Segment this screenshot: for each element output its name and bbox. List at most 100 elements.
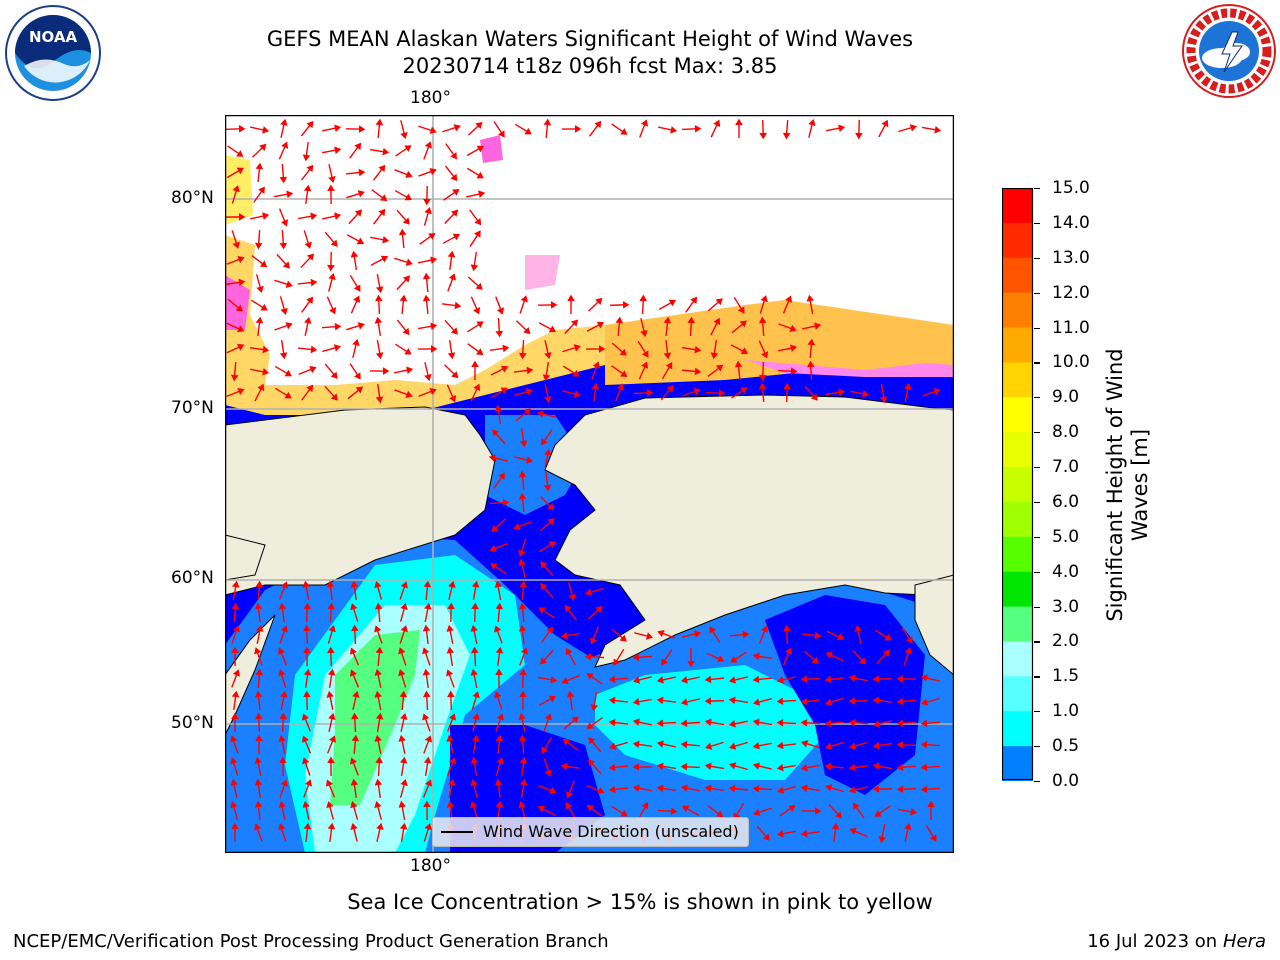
wind-wave-arrowhead (309, 365, 317, 374)
wind-wave-arrowhead (608, 696, 616, 705)
colorbar-swatch (1002, 606, 1033, 642)
wind-wave-arrowhead (547, 518, 555, 526)
wind-wave-arrowhead (608, 763, 616, 772)
land-chukotka-tip (225, 534, 266, 581)
wind-wave-arrowhead (238, 125, 246, 133)
wind-wave-arrowhead (544, 713, 552, 721)
wind-wave-arrowhead (656, 719, 664, 728)
wind-wave-arrowhead (730, 655, 738, 663)
wind-wave-arrowhead (811, 656, 819, 664)
wind-wave-arrowhead (548, 541, 556, 549)
wind-wave-arrowhead (513, 522, 521, 530)
wind-wave-arrowhead (560, 762, 568, 771)
wind-wave-arrowhead (920, 785, 928, 794)
wind-wave-arrowhead (280, 581, 289, 589)
map-border (224, 114, 955, 854)
colorbar-tick-label: 1.5 (1052, 666, 1080, 687)
wind-wave-arrowhead (896, 741, 904, 749)
wind-wave-arrowhead (470, 264, 479, 272)
colorbar-swatch (1002, 188, 1033, 224)
wind-wave-arrowhead (476, 171, 484, 179)
wind-wave-arrowhead (752, 698, 761, 706)
wind-wave-arrowhead (848, 674, 856, 682)
wind-wave-arrowhead (330, 393, 338, 401)
wind-wave-arrowhead (777, 786, 785, 794)
wind-wave-arrowhead (447, 250, 456, 258)
wind-wave-arrowhead (326, 801, 334, 809)
wind-wave-arrowhead (353, 295, 361, 303)
wind-wave-arrowhead (498, 130, 505, 138)
wind-wave-arrowhead (904, 822, 912, 830)
wind-wave-arrowhead (259, 260, 268, 268)
wind-wave-arrowhead (237, 387, 245, 396)
wind-wave-arrowhead (806, 294, 815, 302)
wind-wave-arrowhead (277, 647, 285, 655)
wind-wave-arrowhead (448, 713, 457, 721)
wind-wave-arrowhead (355, 386, 364, 394)
wind-wave-arrowhead (543, 118, 552, 126)
wind-wave-arrowhead (544, 396, 552, 404)
wind-wave-arrowhead (374, 602, 383, 610)
wind-wave-arrowhead (232, 625, 240, 633)
wind-wave-arrowhead (278, 669, 286, 677)
wind-wave-arrowhead (872, 675, 880, 683)
sea-ice-band-west (225, 235, 605, 415)
wind-wave-arrowhead (352, 690, 360, 698)
wind-wave-arrowhead (306, 120, 314, 129)
wind-wave-arrowhead (470, 646, 479, 654)
wind-wave-arrowhead (680, 719, 688, 728)
wind-wave-arrowhead (544, 352, 552, 360)
wind-wave-arrowhead (452, 189, 460, 196)
wind-wave-arrowhead (595, 297, 603, 305)
map-caption: Sea Ice Concentration > 15% is shown in … (347, 890, 933, 914)
wind-wave-arrowhead (656, 696, 664, 705)
wind-wave-arrowhead (378, 164, 386, 173)
wind-wave-arrowhead (471, 580, 480, 588)
wind-wave-arrowhead (776, 763, 784, 772)
colorbar-swatch (1002, 676, 1033, 712)
wind-wave-arrowhead (800, 829, 808, 838)
wind-wave-arrowhead (231, 646, 239, 654)
wind-wave-arrowhead (849, 827, 857, 835)
wind-wave-arrowhead (376, 822, 384, 830)
wind-wave-arrowhead (785, 647, 793, 655)
wind-wave-arrowhead (544, 769, 552, 777)
wind-wave-arrowhead (310, 345, 318, 354)
wind-wave-arrowhead (446, 734, 454, 742)
wind-wave-arrowhead (310, 212, 318, 221)
wind-wave-arrowhead (424, 735, 432, 743)
wind-wave-arrowhead (523, 326, 531, 335)
wind-wave-arrowhead (687, 316, 696, 324)
wind-wave-arrowhead (567, 294, 575, 301)
colorbar-tick-mark (1034, 781, 1040, 783)
colorbar-tick-mark (1034, 571, 1040, 573)
wind-wave-arrowhead (284, 369, 292, 377)
wind-wave-arrowhead (237, 343, 245, 351)
wind-wave-arrowhead (586, 722, 594, 730)
wind-wave-arrowhead (304, 779, 312, 787)
wind-wave-arrowhead (927, 800, 935, 808)
wind-wave-arrowhead (548, 325, 557, 333)
wind-wave-arrowhead (752, 762, 760, 770)
wind-wave-arrowhead (374, 294, 383, 302)
wind-wave-arrowhead (254, 647, 262, 655)
wind-wave-arrowhead (739, 320, 748, 328)
map-legend: Wind Wave Direction (unscaled) (432, 817, 749, 847)
wind-wave-arrowhead (279, 756, 287, 764)
wind-wave-arrowhead (422, 690, 431, 698)
wind-wave-arrowhead (735, 118, 743, 125)
footer-right: 16 Jul 2023 on Hera (1087, 931, 1266, 952)
wind-wave-arrowhead (476, 321, 484, 329)
colorbar-swatch (1002, 571, 1033, 608)
wind-wave-arrowhead (476, 348, 484, 356)
wind-wave-arrowhead (502, 344, 510, 353)
wind-wave-arrowhead (235, 304, 243, 312)
wind-wave-arrowhead (776, 697, 784, 706)
wind-wave-arrowhead (302, 580, 311, 588)
wind-wave-arrowhead (423, 800, 431, 808)
colorbar-tick-mark (1034, 432, 1040, 434)
wind-wave-arrowhead (423, 756, 432, 764)
wind-wave-arrowhead (550, 675, 558, 684)
wind-wave-arrowhead (260, 303, 268, 311)
wind-wave-arrowhead (640, 119, 649, 127)
